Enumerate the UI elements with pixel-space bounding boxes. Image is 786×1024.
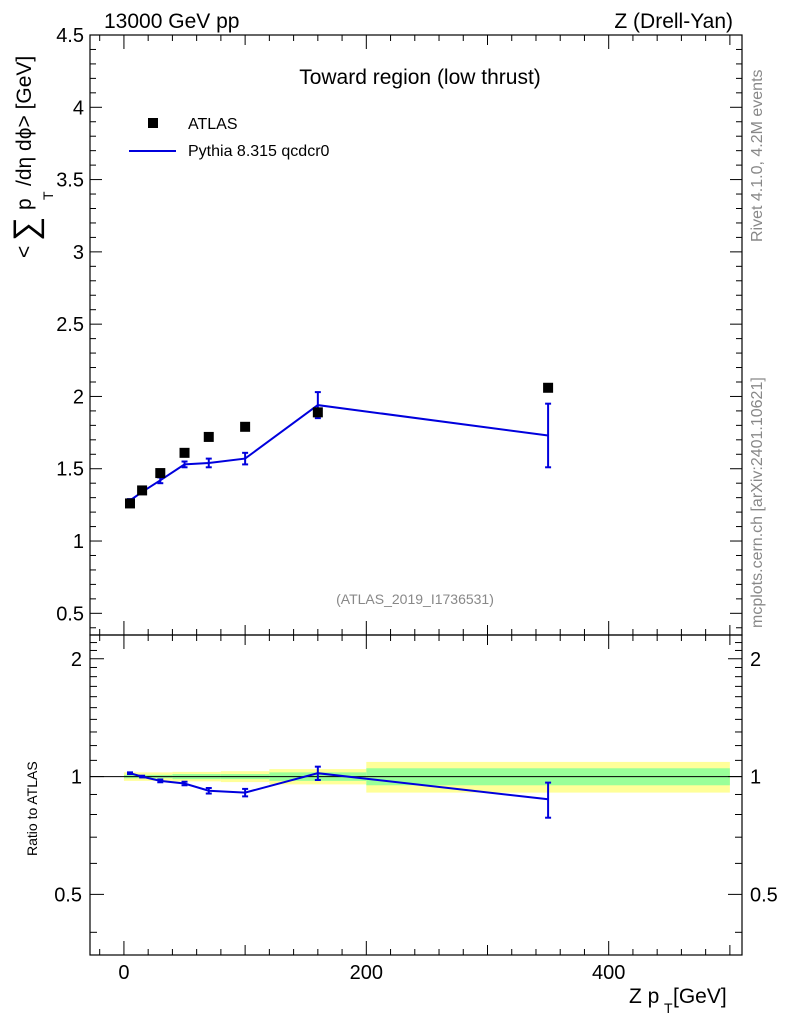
y-label-open: < (13, 246, 36, 258)
legend-pythia-label: Pythia 8.315 qcdcr0 (188, 143, 330, 160)
atlas-data-point (240, 421, 251, 432)
header-right: Z (Drell-Yan) (614, 10, 733, 33)
header-left: 13000 GeV pp (104, 10, 239, 33)
y-label-sum: ∑ (7, 217, 45, 241)
ratio-line (129, 772, 549, 801)
atlas-data-point (543, 382, 554, 393)
main-x-ticks (99, 35, 731, 635)
atlas-data-point (137, 485, 148, 496)
main-y-tick-label: 4.5 (56, 25, 84, 47)
legend: ATLAS Pythia 8.315 qcdcr0 (129, 116, 330, 160)
ratio-y-tick-label: 1 (71, 767, 82, 789)
ratio-y-tick-label: 2 (71, 649, 82, 671)
main-y-tick-label: 2 (73, 386, 84, 408)
ratio-frame (89, 634, 743, 956)
ratio-y-tick-label-right: 0.5 (750, 884, 778, 906)
atlas-data-point (124, 498, 135, 509)
ratio-y-axis-label: Ratio to ATLAS (24, 761, 40, 856)
ratio-y-tick-label-right: 1 (750, 767, 761, 789)
main-y-tick-label: 3.5 (56, 170, 84, 192)
chart-title: Toward region (low thrust) (299, 66, 541, 89)
main-y-tick-label: 0.5 (56, 603, 84, 625)
main-y-tick-label: 4 (73, 97, 84, 119)
atlas-data-point (155, 468, 166, 479)
y-label-p: p (13, 198, 36, 210)
atlas-data-point (203, 431, 214, 442)
main-y-tick-label: 3 (73, 242, 84, 264)
main-y-axis: 0.5 1 1.5 2 2.5 3 3.5 4 4.5 (56, 25, 742, 629)
ratio-y-tick-label: 0.5 (54, 884, 82, 906)
main-y-tick-label: 2.5 (56, 314, 84, 336)
rivet-version-label: Rivet 4.1.0, 4.2M events (749, 69, 766, 242)
y-label-rest: /dη dϕ> [GeV] (13, 56, 36, 186)
main-y-tick-label: 1.5 (56, 459, 84, 481)
x-label-main: Z p (629, 985, 659, 1008)
ratio-x-axis: 0 200 400 (99, 635, 731, 984)
ratio-uncertainty-bands (123, 761, 730, 793)
pythia-line (129, 404, 549, 502)
ratio-series (126, 765, 552, 819)
legend-atlas-marker (148, 118, 158, 128)
main-plot-panel: 0.5 1 1.5 2 2.5 3 3.5 4 4.5 Toward region (low t… (7, 25, 743, 636)
source-label: mcplots.cern.ch [arXiv:2401.10621] (749, 377, 766, 628)
y-label-sub: T (40, 191, 56, 200)
x-label-unit: [GeV] (673, 985, 727, 1008)
analysis-watermark: (ATLAS_2019_I1736531) (336, 591, 494, 607)
legend-atlas-label: ATLAS (188, 116, 238, 133)
main-y-axis-label: < ∑ p T /dη dϕ> [GeV] (7, 56, 56, 258)
atlas-data-point (312, 407, 323, 418)
ratio-y-tick-label-right: 2 (750, 649, 761, 671)
atlas-data-point (179, 447, 190, 458)
ratio-x-tick-label: 400 (592, 962, 625, 984)
x-label-sub: T (664, 1000, 673, 1016)
ratio-plot-panel: 0.5 0.5 1 1 2 2 0 200 400 Ratio to ATLAS Z p T … (24, 634, 778, 1016)
ratio-y-axis: 0.5 0.5 1 1 2 2 (54, 642, 778, 933)
main-y-tick-label: 1 (73, 531, 84, 553)
ratio-x-tick-label: 0 (118, 962, 129, 984)
ratio-x-tick-label: 200 (350, 962, 383, 984)
x-axis-label: Z p T [GeV] (629, 985, 727, 1016)
main-series (124, 382, 554, 509)
